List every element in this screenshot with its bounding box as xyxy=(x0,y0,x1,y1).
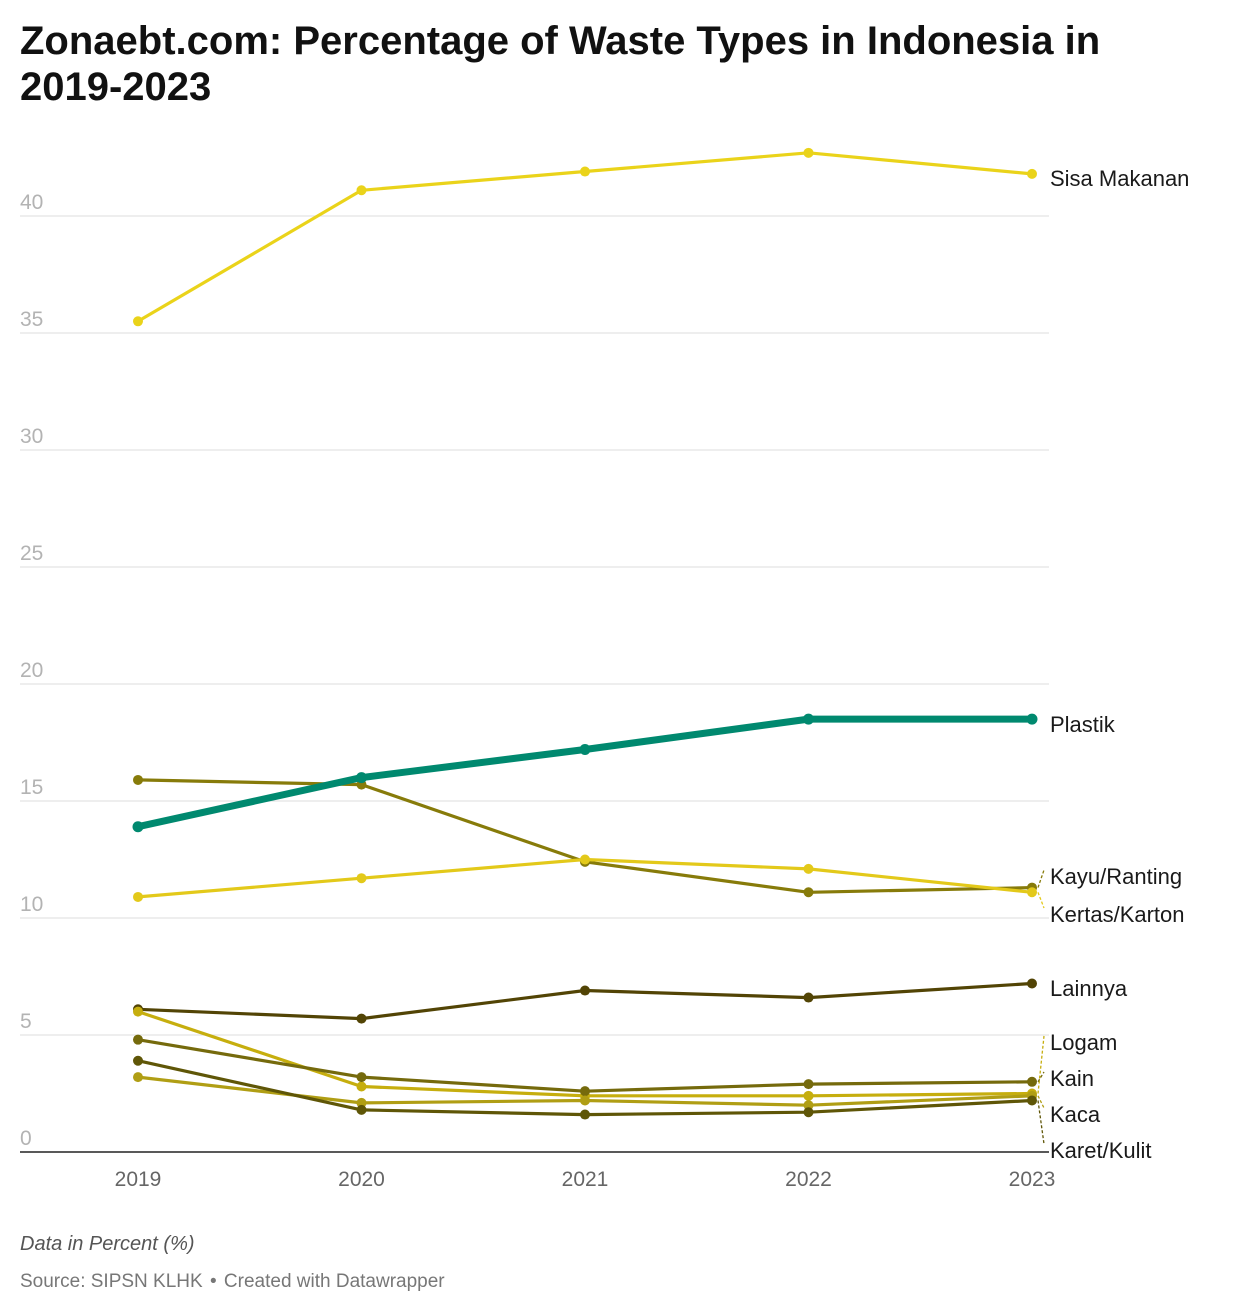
data-point-karet-kulit-2021 xyxy=(580,1109,590,1120)
separator-dot: • xyxy=(209,1271,217,1292)
series-labels: Sisa Makanan Plastik Kayu/Ranting Kertas/Ka… xyxy=(1037,166,1189,1163)
data-point-karet-kulit-2020 xyxy=(356,1104,367,1115)
data-point-sisa-makanan-2023 xyxy=(1027,168,1037,179)
series-line-sisa-makanan xyxy=(136,151,1034,323)
data-point-kaca-2021 xyxy=(580,1095,590,1106)
gridlines xyxy=(20,215,1049,1153)
x-axis-ticks: 2019 2020 2021 2022 2023 xyxy=(115,1168,1056,1191)
data-point-kaca-2020 xyxy=(356,1097,367,1108)
data-point-kain-2019 xyxy=(133,1034,143,1045)
series-kertas-karton xyxy=(133,854,1037,902)
x-tick-label-2019: 2019 xyxy=(115,1168,162,1191)
series-group xyxy=(132,147,1038,1120)
series-label-logam: Logam xyxy=(1050,1030,1117,1055)
series-kain xyxy=(133,1034,1037,1097)
data-point-karet-kulit-2023 xyxy=(1027,1095,1037,1106)
y-tick-label-25: 25 xyxy=(20,542,43,565)
y-tick-label-0: 0 xyxy=(20,1127,32,1150)
y-tick-label-10: 10 xyxy=(20,893,43,916)
label-leader-kertas-karton xyxy=(1037,892,1045,909)
source-credit: Source: SIPSN KLHK • Created with Datawr… xyxy=(20,1271,445,1293)
series-lainnya xyxy=(133,978,1037,1024)
y-tick-label-35: 35 xyxy=(20,308,43,331)
data-point-kertas-karton-2020 xyxy=(356,873,367,884)
data-point-plastik-2023 xyxy=(1026,713,1038,725)
label-leader-kayu-ranting xyxy=(1037,869,1045,888)
series-label-kain: Kain xyxy=(1050,1066,1094,1091)
data-point-karet-kulit-2022 xyxy=(803,1107,814,1118)
data-point-logam-2022 xyxy=(803,1090,814,1101)
label-leader-kain xyxy=(1037,1071,1045,1083)
y-axis-ticks: 0 5 10 15 20 25 30 35 40 xyxy=(20,191,43,1150)
data-point-kain-2020 xyxy=(356,1072,367,1083)
data-point-kain-2023 xyxy=(1027,1076,1037,1087)
data-point-sisa-makanan-2022 xyxy=(803,147,814,158)
data-point-kertas-karton-2019 xyxy=(133,891,143,902)
data-point-sisa-makanan-2020 xyxy=(356,185,367,196)
data-point-kaca-2022 xyxy=(803,1100,814,1111)
data-point-plastik-2022 xyxy=(803,713,814,725)
data-point-logam-2020 xyxy=(356,1081,367,1092)
data-point-plastik-2020 xyxy=(356,772,367,784)
data-point-kertas-karton-2021 xyxy=(580,854,590,865)
x-tick-label-2023: 2023 xyxy=(1009,1168,1056,1191)
data-point-kaca-2019 xyxy=(133,1072,143,1083)
data-point-lainnya-2021 xyxy=(580,985,590,996)
series-karet-kulit xyxy=(133,1055,1037,1120)
y-tick-label-5: 5 xyxy=(20,1010,32,1033)
series-label-kayu-ranting: Kayu/Ranting xyxy=(1050,864,1182,889)
data-point-kain-2022 xyxy=(803,1079,814,1090)
data-point-sisa-makanan-2019 xyxy=(133,316,143,327)
series-line-plastik xyxy=(134,715,1036,831)
data-point-karet-kulit-2019 xyxy=(133,1055,143,1066)
data-point-lainnya-2022 xyxy=(803,992,814,1003)
series-plastik xyxy=(132,713,1038,833)
series-label-karet-kulit: Karet/Kulit xyxy=(1050,1138,1152,1163)
data-point-kertas-karton-2023 xyxy=(1027,887,1037,898)
data-point-lainnya-2020 xyxy=(356,1013,367,1024)
chart-notes: Data in Percent (%) xyxy=(20,1233,195,1255)
x-tick-label-2021: 2021 xyxy=(562,1168,609,1191)
series-sisa-makanan xyxy=(133,147,1037,327)
data-point-kain-2021 xyxy=(580,1086,590,1097)
y-tick-label-20: 20 xyxy=(20,659,43,682)
data-point-lainnya-2023 xyxy=(1027,978,1037,989)
credit-text: Created with Datawrapper xyxy=(223,1271,445,1292)
y-tick-label-40: 40 xyxy=(20,191,43,214)
data-point-kayu-ranting-2019 xyxy=(133,774,143,785)
data-point-kayu-ranting-2022 xyxy=(803,887,814,898)
data-point-plastik-2021 xyxy=(579,744,591,756)
data-point-sisa-makanan-2021 xyxy=(580,166,590,177)
x-tick-label-2020: 2020 xyxy=(338,1168,385,1191)
series-label-sisa-makanan: Sisa Makanan xyxy=(1050,166,1189,191)
data-point-kertas-karton-2022 xyxy=(803,863,814,874)
series-line-kain xyxy=(136,1038,1034,1093)
label-leader-karet-kulit xyxy=(1037,1100,1045,1145)
x-tick-label-2022: 2022 xyxy=(785,1168,832,1191)
data-point-logam-2019 xyxy=(133,1006,143,1017)
label-leader-logam xyxy=(1037,1035,1045,1094)
series-label-kaca: Kaca xyxy=(1050,1102,1101,1127)
y-tick-label-30: 30 xyxy=(20,425,43,448)
series-label-kertas-karton: Kertas/Karton xyxy=(1050,902,1185,927)
label-leader-kaca xyxy=(1037,1095,1045,1109)
chart-title: Zonaebt.com: Percentage of Waste Types i… xyxy=(20,19,1101,109)
series-label-plastik: Plastik xyxy=(1050,712,1116,737)
series-label-lainnya: Lainnya xyxy=(1050,976,1128,1001)
source-text: Source: SIPSN KLHK xyxy=(20,1271,203,1292)
data-point-plastik-2019 xyxy=(132,821,144,833)
y-tick-label-15: 15 xyxy=(20,776,43,799)
